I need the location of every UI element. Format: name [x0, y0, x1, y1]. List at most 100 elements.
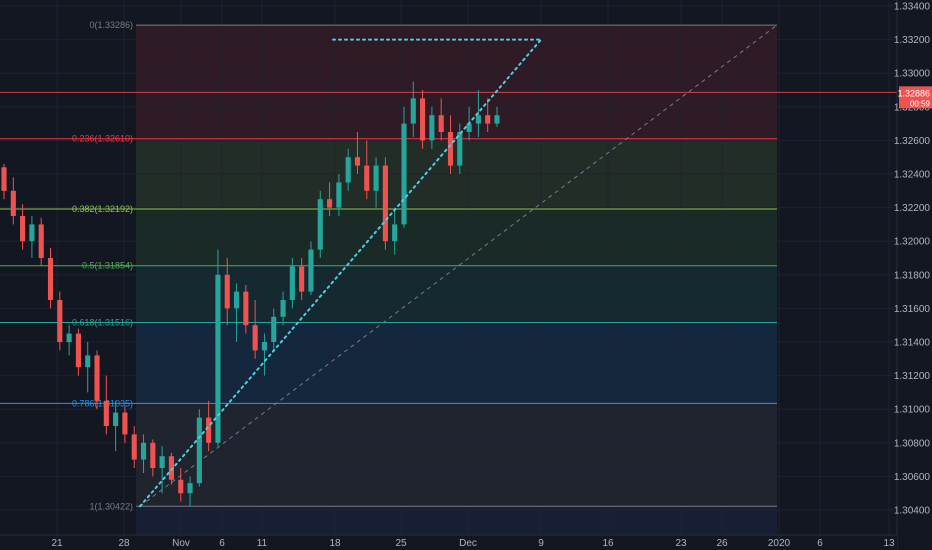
fib-zone	[136, 506, 777, 535]
time-axis-tick-label: 26	[716, 538, 728, 549]
price-axis-tick-label: 1.33200	[894, 35, 931, 46]
candle-body	[122, 412, 128, 435]
price-axis-tick-label: 1.30400	[894, 506, 931, 517]
fib-level-label: 0.786(1.31035)	[72, 398, 133, 408]
time-axis-tick-label: 11	[257, 538, 268, 549]
triangle-support-line[interactable]	[139, 38, 542, 508]
price-axis-tick-label: 1.32400	[894, 170, 931, 181]
candle-body	[38, 224, 44, 258]
candle-body	[140, 442, 147, 460]
candle-body	[75, 333, 81, 368]
candle-body	[261, 342, 268, 351]
fib-level-label: 0.236(1.32610)	[72, 134, 133, 144]
fib-level-label: 0.382(1.32192)	[72, 204, 133, 214]
candle-body	[401, 123, 407, 225]
price-axis-tick-label: 1.33000	[894, 69, 931, 80]
candle-body	[280, 300, 286, 317]
time-axis-tick-label: 21	[51, 538, 63, 549]
price-axis-tick-label: 1.31600	[894, 304, 931, 315]
price-axis-tick-label: 1.30800	[894, 438, 931, 449]
fib-zone	[136, 403, 777, 507]
price-axis-tick-label: 1.31800	[894, 270, 931, 281]
candle-body	[131, 434, 137, 460]
price-axis-tick-label: 1.32200	[894, 203, 931, 214]
time-axis-tick-label: 18	[329, 538, 341, 549]
price-axis-tick-label: 1.33400	[894, 2, 931, 13]
candle-body	[271, 316, 277, 342]
candle-body	[1, 167, 7, 191]
current-price-countdown: 00:59	[910, 99, 931, 108]
candle-body	[317, 199, 323, 250]
time-axis-tick-label: 13	[883, 538, 895, 549]
time-axis-tick-label: 6	[219, 538, 225, 549]
candle-body	[113, 412, 119, 426]
price-axis-tick-label: 1.30600	[894, 472, 931, 483]
candle-body	[438, 115, 444, 132]
candle-body	[187, 483, 193, 494]
candle-body	[364, 165, 370, 191]
fib-zone	[136, 322, 777, 404]
candle-body	[410, 98, 416, 124]
current-price-badge	[899, 86, 932, 109]
candle-body	[429, 115, 435, 141]
price-axis-tick-label: 1.32000	[894, 237, 931, 248]
candle-body	[475, 115, 481, 124]
candle-body	[196, 417, 202, 484]
time-axis-tick-label: 23	[675, 538, 687, 549]
candle-body	[392, 224, 398, 242]
time-axis-tick-label: 9	[538, 538, 544, 549]
fib-level-label: 1(1.30422)	[89, 501, 133, 511]
current-price-label: 1.32886	[897, 88, 930, 98]
time-axis-tick-label: 28	[118, 538, 130, 549]
price-axis-tick-label: 1.31200	[894, 371, 931, 382]
fib-zone	[136, 208, 777, 266]
candle-body	[243, 291, 249, 326]
candle-body	[66, 333, 72, 342]
candle-body	[382, 165, 388, 242]
candle-body	[10, 190, 16, 216]
time-axis-tick-label: 16	[602, 538, 614, 549]
candle-body	[308, 249, 314, 292]
price-axis-tick-label: 1.32600	[894, 136, 931, 147]
candle-body	[20, 216, 26, 242]
candle-body	[47, 258, 54, 300]
time-axis-tick-label: 6	[817, 538, 823, 549]
candle-body	[94, 355, 100, 401]
candle-body	[215, 274, 221, 443]
candle-body	[466, 123, 472, 132]
candle-body	[485, 115, 491, 124]
candle-body	[373, 165, 379, 191]
candle-body	[494, 115, 500, 124]
fib-trend-line	[139, 24, 778, 507]
fib-zone	[136, 25, 777, 139]
candle-body	[159, 456, 165, 468]
candle-body	[457, 132, 463, 166]
candle-body	[336, 182, 342, 208]
time-axis-tick-label: 2020	[768, 538, 791, 549]
time-axis-tick-label: Nov	[172, 538, 190, 549]
candle-body	[345, 157, 351, 183]
candle-body	[150, 442, 156, 468]
candle-body	[224, 274, 230, 309]
candle-body	[29, 224, 35, 242]
candle-body	[85, 355, 91, 368]
candle-body	[447, 132, 454, 166]
candle-body	[327, 199, 333, 208]
fib-level-label: 0.5(1.31854)	[82, 261, 133, 271]
candle-body	[178, 479, 184, 494]
time-axis-tick-label: Dec	[459, 538, 477, 549]
candle-body	[299, 266, 305, 292]
candle-body	[57, 300, 63, 342]
time-axis-panel[interactable]	[0, 535, 897, 550]
candle-body	[354, 157, 361, 166]
candle-body	[233, 291, 240, 309]
candle-body	[103, 400, 109, 426]
fib-level-label: 0(1.33286)	[89, 20, 133, 30]
candle-body	[289, 266, 295, 300]
candle-body	[168, 456, 174, 480]
candle-body	[420, 98, 426, 141]
candle-body	[252, 325, 258, 351]
time-axis-tick-label: 25	[395, 538, 407, 549]
